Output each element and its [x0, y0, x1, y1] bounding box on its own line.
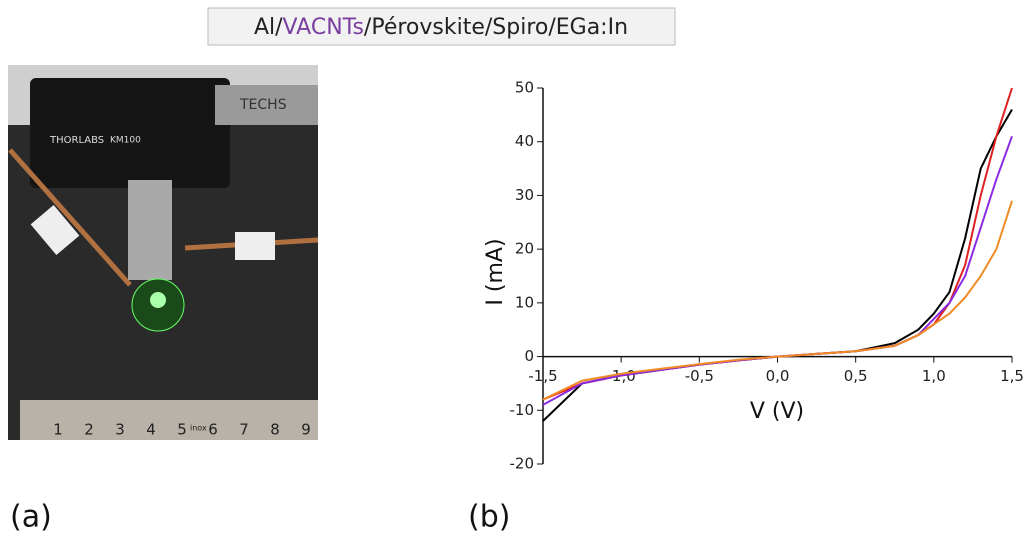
y-tick-label: 50	[515, 79, 534, 97]
lens-tube	[128, 180, 172, 280]
ruler-label: 9	[301, 421, 311, 439]
ruler-label: 8	[270, 421, 280, 439]
x-tick-label: -1,5	[528, 367, 557, 385]
y-axis-label: I (mA)	[483, 238, 508, 305]
panel-label: (b)	[468, 500, 510, 533]
x-tick-label: 1,0	[922, 367, 946, 385]
photo-text: TECHS	[239, 97, 287, 113]
photo-text: KM100	[110, 136, 141, 146]
ruler-label: 3	[115, 421, 125, 439]
y-tick-label: 40	[515, 132, 534, 150]
ruler-label: 5	[177, 421, 187, 439]
x-tick-label: 0,5	[844, 367, 868, 385]
series-line	[542, 136, 1013, 406]
x-tick-label: -0,5	[685, 367, 714, 385]
title: Al/VACNTs/Pérovskite/Spiro/EGa:In	[254, 15, 628, 40]
ruler-label: 7	[239, 421, 249, 439]
probe-holder	[235, 232, 275, 260]
title-part: VACNTs	[283, 15, 364, 40]
panel-label: (a)	[10, 500, 52, 533]
ruler	[20, 400, 318, 440]
photo: THORLABS KM100 TECHS inox 1 2 3 4 5 6 7 8 9	[8, 65, 319, 440]
tube	[215, 85, 318, 125]
ruler-label: 2	[84, 421, 94, 439]
series-line	[542, 87, 1013, 401]
x-tick-label: 0,0	[766, 367, 790, 385]
photo-text: inox	[190, 424, 207, 433]
series-line	[542, 200, 1013, 401]
y-tick-label: 30	[515, 186, 534, 204]
ruler-label: 1	[53, 421, 63, 439]
title-part: Al/	[254, 15, 283, 40]
x-tick-label: 1,5	[1000, 367, 1024, 385]
title-box	[207, 7, 676, 46]
mount	[30, 78, 230, 188]
photo-text: THORLABS	[49, 135, 104, 146]
probe-holder	[30, 205, 80, 255]
title-part: /Pérovskite/Spiro/EGa:In	[364, 15, 628, 40]
laser-core	[150, 292, 166, 308]
probe	[8, 148, 132, 287]
y-tick-label: 0	[524, 347, 534, 365]
ruler-label: 4	[146, 421, 156, 439]
ruler-label: 6	[208, 421, 218, 439]
y-tick-label: -20	[510, 455, 535, 473]
y-tick-label: 20	[515, 240, 534, 258]
y-tick-label: -10	[510, 401, 535, 419]
y-tick-label: 10	[515, 293, 534, 311]
ruler-labels: 1 2 3 4 5 6 7 8 9	[53, 421, 311, 439]
x-axis-label: V (V)	[750, 399, 804, 424]
